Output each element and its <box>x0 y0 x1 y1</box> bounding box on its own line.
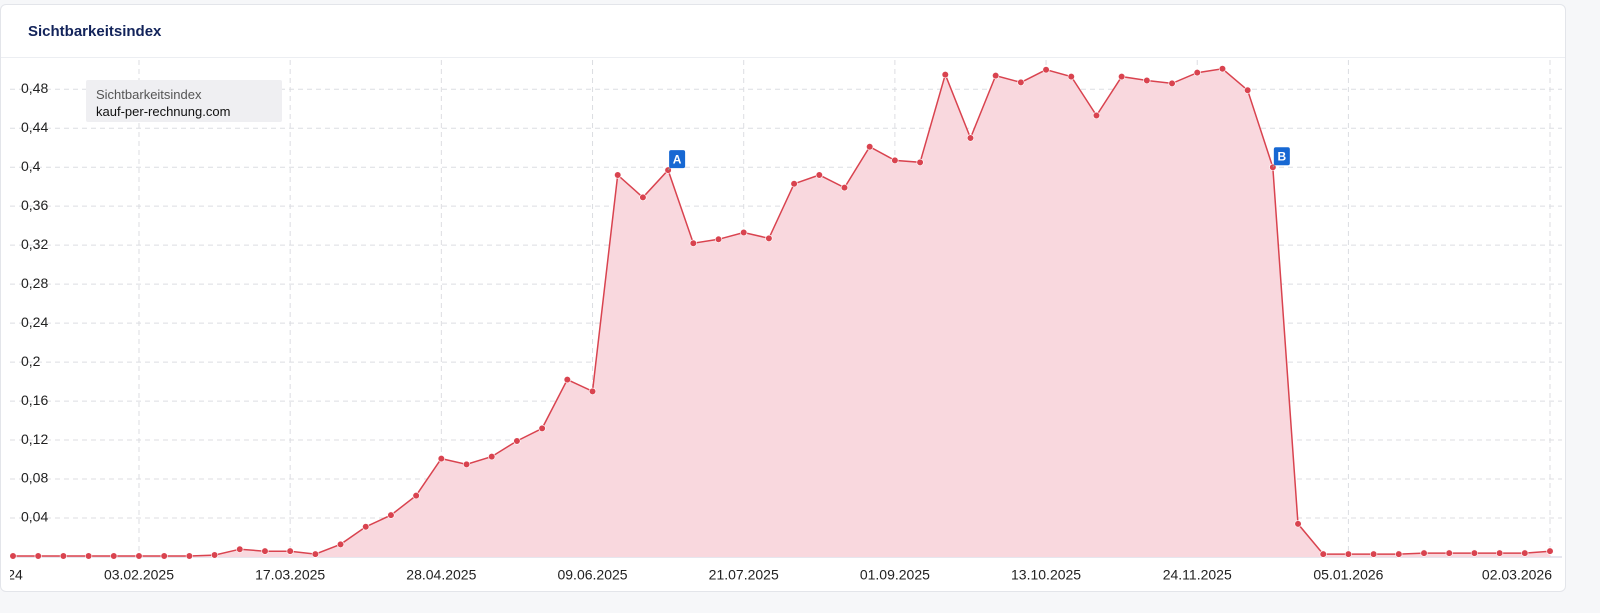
point <box>462 460 471 469</box>
point <box>588 387 597 395</box>
y-tick-label: 0,28 <box>21 275 48 291</box>
point <box>1420 549 1428 557</box>
point <box>311 550 319 558</box>
point <box>563 376 571 384</box>
point <box>1470 549 1479 557</box>
point <box>765 234 773 242</box>
point <box>110 552 118 560</box>
point <box>236 545 244 553</box>
y-tick-label: 0,32 <box>21 236 48 252</box>
point <box>1218 65 1227 73</box>
point <box>740 228 748 237</box>
point <box>1042 66 1050 74</box>
x-tick-label: 05.01.2026 <box>1313 567 1383 583</box>
point <box>286 547 294 555</box>
point <box>336 540 345 548</box>
annotation-flag <box>669 150 686 169</box>
point <box>992 71 1000 80</box>
point <box>1546 547 1554 555</box>
y-tick-label: 0,12 <box>21 431 48 447</box>
point <box>840 184 849 192</box>
annotation-label: A <box>673 152 682 166</box>
y-tick-label: 0,44 <box>21 119 48 135</box>
legend: Sichtbarkeitsindex kauf-per-rechnung.com <box>86 80 282 122</box>
x-tick-label: 02.03.2026 <box>1482 567 1552 583</box>
point <box>1168 79 1176 87</box>
x-tick-label: 03.02.2025 <box>104 567 174 583</box>
x-tick-label: 13.10.2025 <box>1011 567 1081 583</box>
point <box>1193 69 1201 77</box>
legend-entry: kauf-per-rechnung.com <box>96 104 231 119</box>
point <box>488 453 496 461</box>
point <box>1118 72 1126 81</box>
point <box>1370 550 1378 558</box>
y-tick-label: 0,36 <box>21 197 48 213</box>
point <box>866 143 874 151</box>
area <box>13 68 1550 558</box>
point <box>1143 76 1151 85</box>
y-tick-label: 0,04 <box>21 509 48 525</box>
plot: 0,04 0,08 0,12 0,16 0,2 0,24 0,28 0,32 0,36 0,4 0,… <box>0 60 1562 583</box>
point <box>639 193 647 202</box>
point <box>714 235 723 243</box>
point <box>1521 549 1529 557</box>
point <box>966 134 975 142</box>
point <box>10 552 17 560</box>
point <box>412 492 420 500</box>
point <box>614 171 622 179</box>
point <box>185 552 193 560</box>
point <box>891 156 899 164</box>
x-tick-label: 28.04.2025 <box>406 567 476 583</box>
x-tick-label: 17.03.2025 <box>255 567 325 583</box>
x-tick-label: 23.12.2024 <box>0 567 23 583</box>
point <box>538 424 546 432</box>
point <box>135 552 143 560</box>
x-tick-label: 01.09.2025 <box>860 567 930 583</box>
point <box>34 552 42 560</box>
point <box>1445 549 1453 557</box>
point <box>261 547 269 555</box>
point <box>1244 86 1252 94</box>
point <box>1294 520 1302 528</box>
point <box>437 454 445 463</box>
point <box>1067 72 1075 81</box>
chart: 0,04 0,08 0,12 0,16 0,2 0,24 0,28 0,32 0,36 0,4 0,… <box>0 60 1562 583</box>
y-tick-label: 0,48 <box>21 80 48 96</box>
legend-title: Sichtbarkeitsindex <box>96 87 202 102</box>
point <box>689 239 697 247</box>
annotation-label: B <box>1278 149 1287 163</box>
point <box>815 171 823 179</box>
point <box>916 158 924 166</box>
x-tick-label: 24.11.2025 <box>1163 567 1232 583</box>
y-tick-label: 0,16 <box>21 392 48 408</box>
point <box>160 552 168 560</box>
point <box>387 511 395 519</box>
point <box>210 551 219 559</box>
y-tick-label: 0,08 <box>21 470 48 486</box>
point <box>1017 78 1025 87</box>
y-tick-label: 0,2 <box>21 353 41 369</box>
annotation-flag <box>1273 147 1290 166</box>
y-tick-label: 0,4 <box>21 158 41 174</box>
chart-title: Sichtbarkeitsindex <box>1 5 1565 58</box>
point <box>59 552 67 560</box>
point <box>1319 550 1327 558</box>
y-tick-label: 0,24 <box>21 314 48 330</box>
point <box>1092 111 1101 120</box>
point <box>362 523 370 531</box>
point <box>1344 550 1353 558</box>
line <box>13 68 1551 557</box>
point <box>790 180 798 188</box>
point <box>84 552 93 560</box>
point <box>1496 549 1504 557</box>
point <box>513 437 521 445</box>
x-tick-label: 09.06.2025 <box>557 567 627 583</box>
point <box>941 71 949 79</box>
x-tick-label: 21.07.2025 <box>709 567 779 583</box>
point <box>1395 550 1403 558</box>
